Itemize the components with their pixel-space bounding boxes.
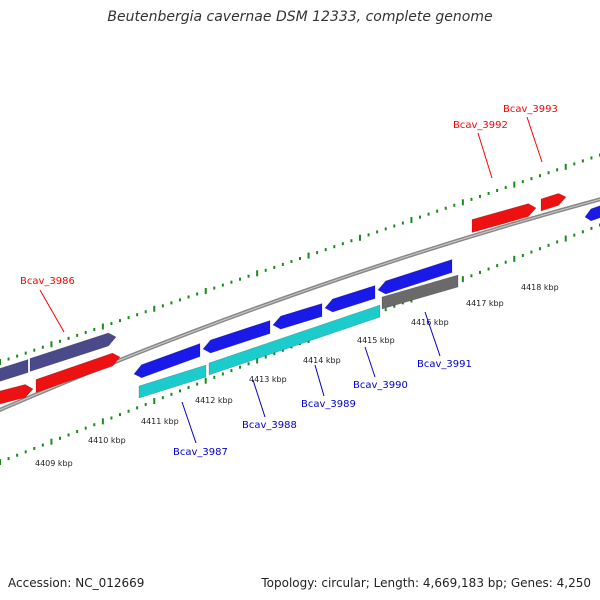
gene-leader-line — [364, 346, 376, 378]
gene-leader-line — [526, 116, 543, 163]
gene-label: Bcav_3988 — [242, 420, 297, 431]
gene-label: Bcav_3989 — [301, 399, 356, 410]
gene-blue-3990 — [324, 285, 376, 313]
gene-leader-line — [252, 379, 266, 418]
kbp-label: 4418 kbp — [521, 283, 559, 292]
gene-red-left — [0, 384, 34, 405]
kbp-label: 4410 kbp — [88, 436, 126, 445]
gene-red-3993 — [540, 193, 567, 212]
kbp-label: 4416 kbp — [411, 318, 449, 327]
kbp-label: 4415 kbp — [357, 336, 395, 345]
gene-leader-line — [314, 364, 325, 397]
gene-leader-line — [477, 132, 493, 179]
gene-blue-right — [584, 205, 600, 222]
gene-label: Bcav_3987 — [173, 447, 228, 458]
gene-blue-3987 — [133, 343, 201, 379]
gene-blue-3988 — [202, 320, 271, 354]
kbp-label: 4413 kbp — [249, 375, 287, 384]
gene-label: Bcav_3990 — [353, 380, 408, 391]
gene-leader-line — [39, 289, 65, 333]
gene-label: Bcav_3986 — [20, 276, 75, 287]
gene-cyan-2 — [208, 304, 381, 376]
kbp-label: 4409 kbp — [35, 459, 73, 468]
gene-label: Bcav_3993 — [503, 104, 558, 115]
gene-blue-3989 — [272, 303, 323, 330]
gene-red-3992 — [471, 203, 537, 233]
gene-navy-left — [0, 359, 29, 382]
gene-red-3986 — [35, 352, 121, 393]
genome-backbone-highlight — [0, 198, 600, 411]
accession-label: Accession: NC_012669 — [8, 576, 145, 590]
kbp-label: 4412 kbp — [195, 396, 233, 405]
gene-gray — [381, 274, 459, 310]
map-title: Beutenbergia cavernae DSM 12333, complet… — [107, 9, 493, 25]
gene-leader-line — [424, 311, 441, 357]
gene-label: Bcav_3991 — [417, 359, 472, 370]
gene-navy — [29, 332, 117, 372]
gene-cyan-1 — [138, 364, 207, 399]
kbp-label: 4414 kbp — [303, 356, 341, 365]
kbp-label: 4417 kbp — [466, 299, 504, 308]
gene-leader-line — [181, 401, 197, 444]
genome-summary: Topology: circular; Length: 4,669,183 bp… — [261, 576, 591, 590]
gene-label: Bcav_3992 — [453, 120, 508, 131]
kbp-label: 4411 kbp — [141, 417, 179, 426]
gene-blue-3991 — [377, 259, 453, 295]
genome-backbone — [0, 197, 600, 413]
